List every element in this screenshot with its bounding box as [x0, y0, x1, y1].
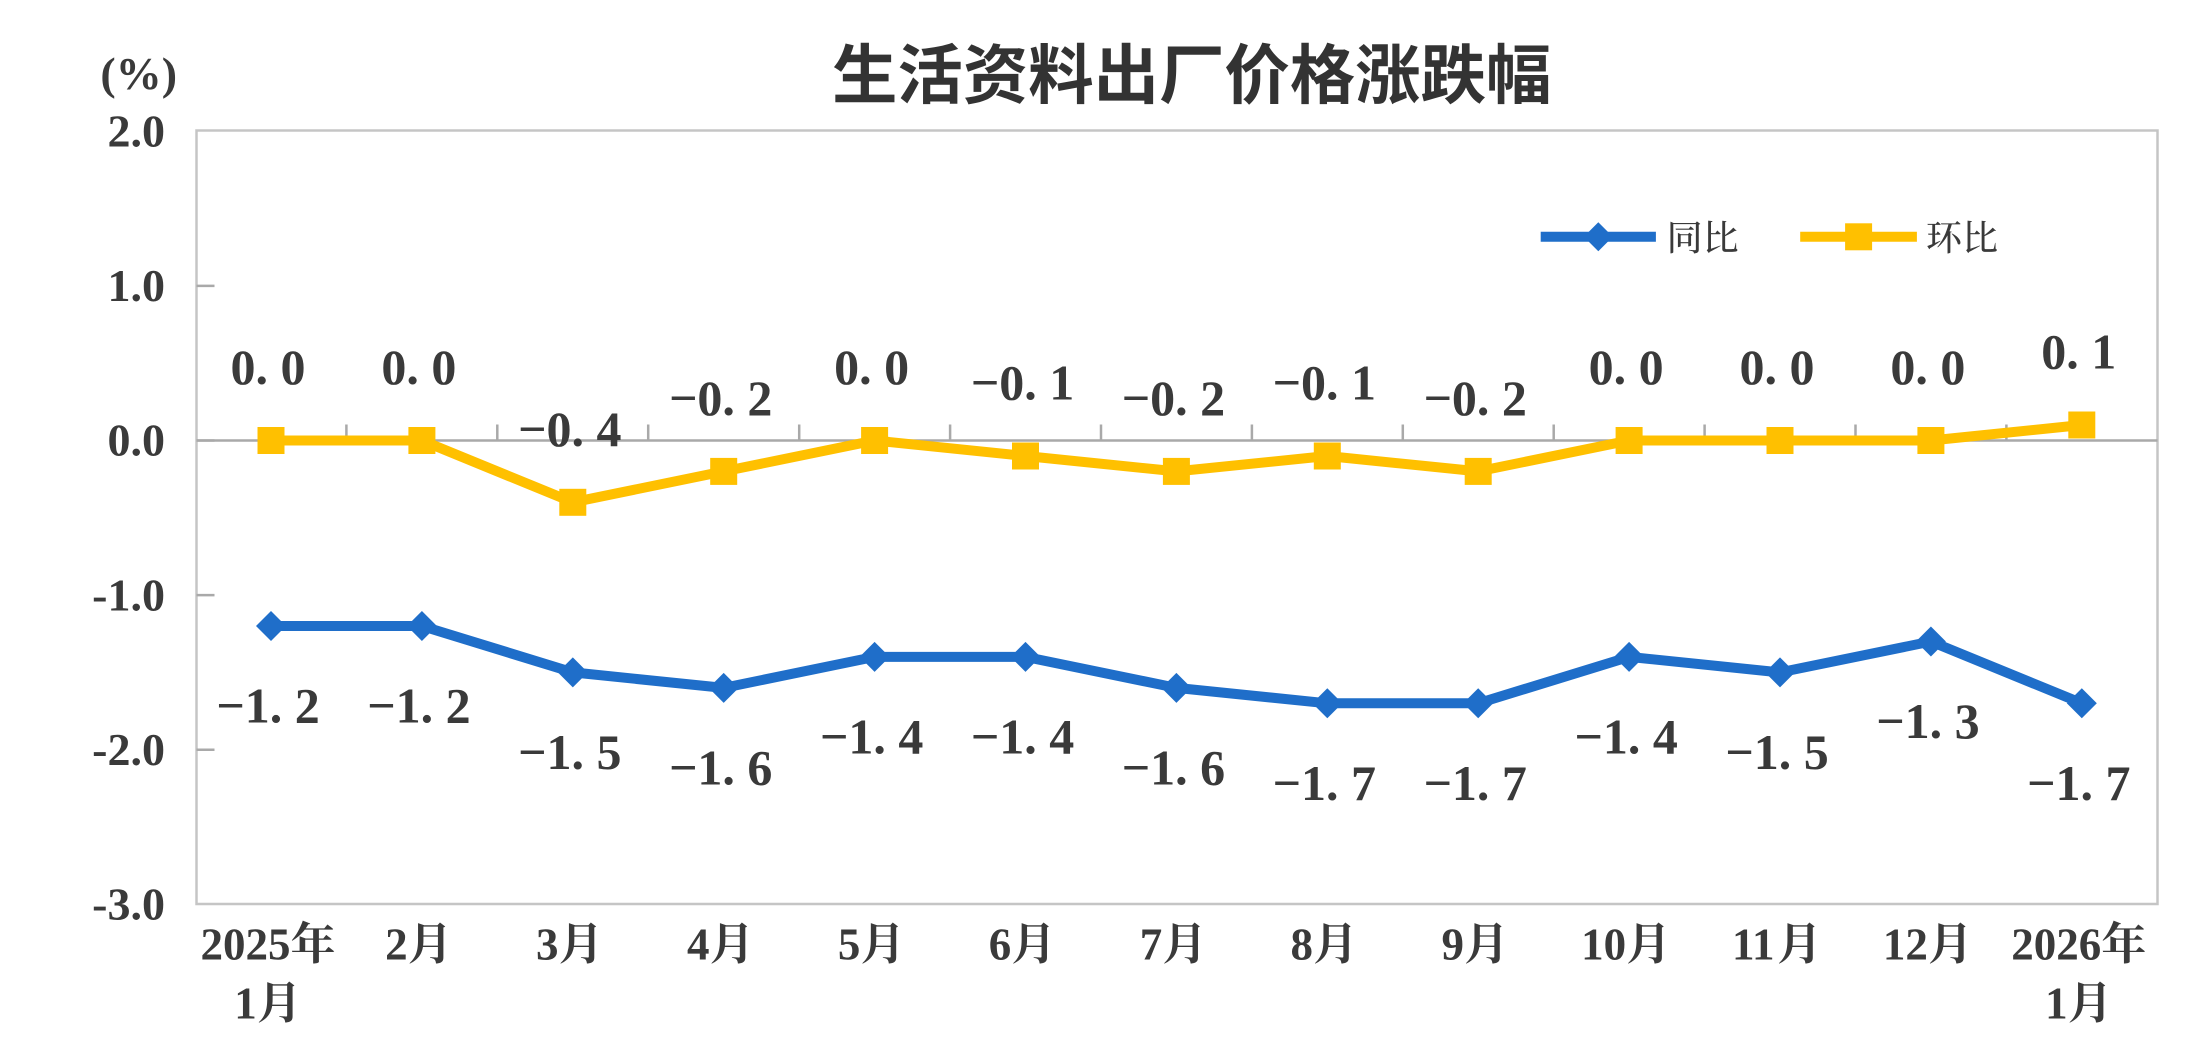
svg-text:2025: 2025 — [201, 920, 291, 970]
svg-text:0. 0: 0. 0 — [381, 339, 456, 395]
svg-text:−1. 7: −1. 7 — [1273, 755, 1377, 811]
svg-text:−1. 7: −1. 7 — [2027, 755, 2131, 811]
svg-text:0. 0: 0. 0 — [834, 339, 909, 395]
svg-text:2026: 2026 — [2011, 920, 2101, 970]
svg-text:−1. 2: −1. 2 — [216, 678, 320, 734]
svg-text:(%): (%) — [100, 48, 177, 99]
svg-text:−1. 5: −1. 5 — [1725, 724, 1829, 780]
svg-text:-1.0: -1.0 — [92, 569, 165, 620]
svg-text:0. 0: 0. 0 — [1740, 339, 1815, 395]
svg-text:−0. 2: −0. 2 — [1423, 370, 1527, 426]
svg-text:−1. 3: −1. 3 — [1876, 693, 1980, 749]
svg-text:10: 10 — [1581, 920, 1626, 970]
svg-text:8: 8 — [1291, 920, 1314, 970]
svg-text:1: 1 — [234, 979, 257, 1029]
svg-text:7: 7 — [1140, 920, 1163, 970]
svg-text:−1. 6: −1. 6 — [669, 740, 773, 796]
svg-text:0. 0: 0. 0 — [231, 339, 306, 395]
svg-text:−0. 1: −0. 1 — [1273, 355, 1377, 411]
svg-text:5: 5 — [838, 920, 861, 970]
svg-text:−1. 5: −1. 5 — [518, 724, 622, 780]
svg-text:−1. 4: −1. 4 — [971, 709, 1075, 765]
svg-text:−1. 4: −1. 4 — [1574, 709, 1678, 765]
svg-text:2: 2 — [385, 920, 408, 970]
svg-text:3: 3 — [536, 920, 559, 970]
svg-text:−0. 1: −0. 1 — [971, 355, 1075, 411]
svg-text:−0. 4: −0. 4 — [518, 401, 622, 457]
svg-text:-3.0: -3.0 — [92, 879, 165, 930]
svg-text:0. 1: 0. 1 — [2041, 324, 2116, 380]
svg-text:−1. 2: −1. 2 — [367, 678, 471, 734]
svg-text:11: 11 — [1732, 920, 1775, 970]
svg-text:9: 9 — [1442, 920, 1465, 970]
svg-text:4: 4 — [687, 920, 710, 970]
svg-text:0.0: 0.0 — [108, 415, 166, 466]
svg-text:0. 0: 0. 0 — [1890, 339, 1965, 395]
svg-text:−1. 6: −1. 6 — [1122, 740, 1226, 796]
svg-text:0. 0: 0. 0 — [1589, 339, 1664, 395]
svg-text:6: 6 — [989, 920, 1012, 970]
svg-text:1: 1 — [2045, 979, 2068, 1029]
svg-text:−1. 7: −1. 7 — [1423, 755, 1527, 811]
svg-text:−1. 4: −1. 4 — [820, 709, 924, 765]
svg-text:2.0: 2.0 — [108, 106, 166, 157]
svg-text:12: 12 — [1883, 920, 1928, 970]
svg-text:−0. 2: −0. 2 — [669, 370, 773, 426]
svg-text:−0. 2: −0. 2 — [1122, 370, 1226, 426]
svg-text:1.0: 1.0 — [108, 260, 166, 311]
svg-text:-2.0: -2.0 — [92, 724, 165, 775]
